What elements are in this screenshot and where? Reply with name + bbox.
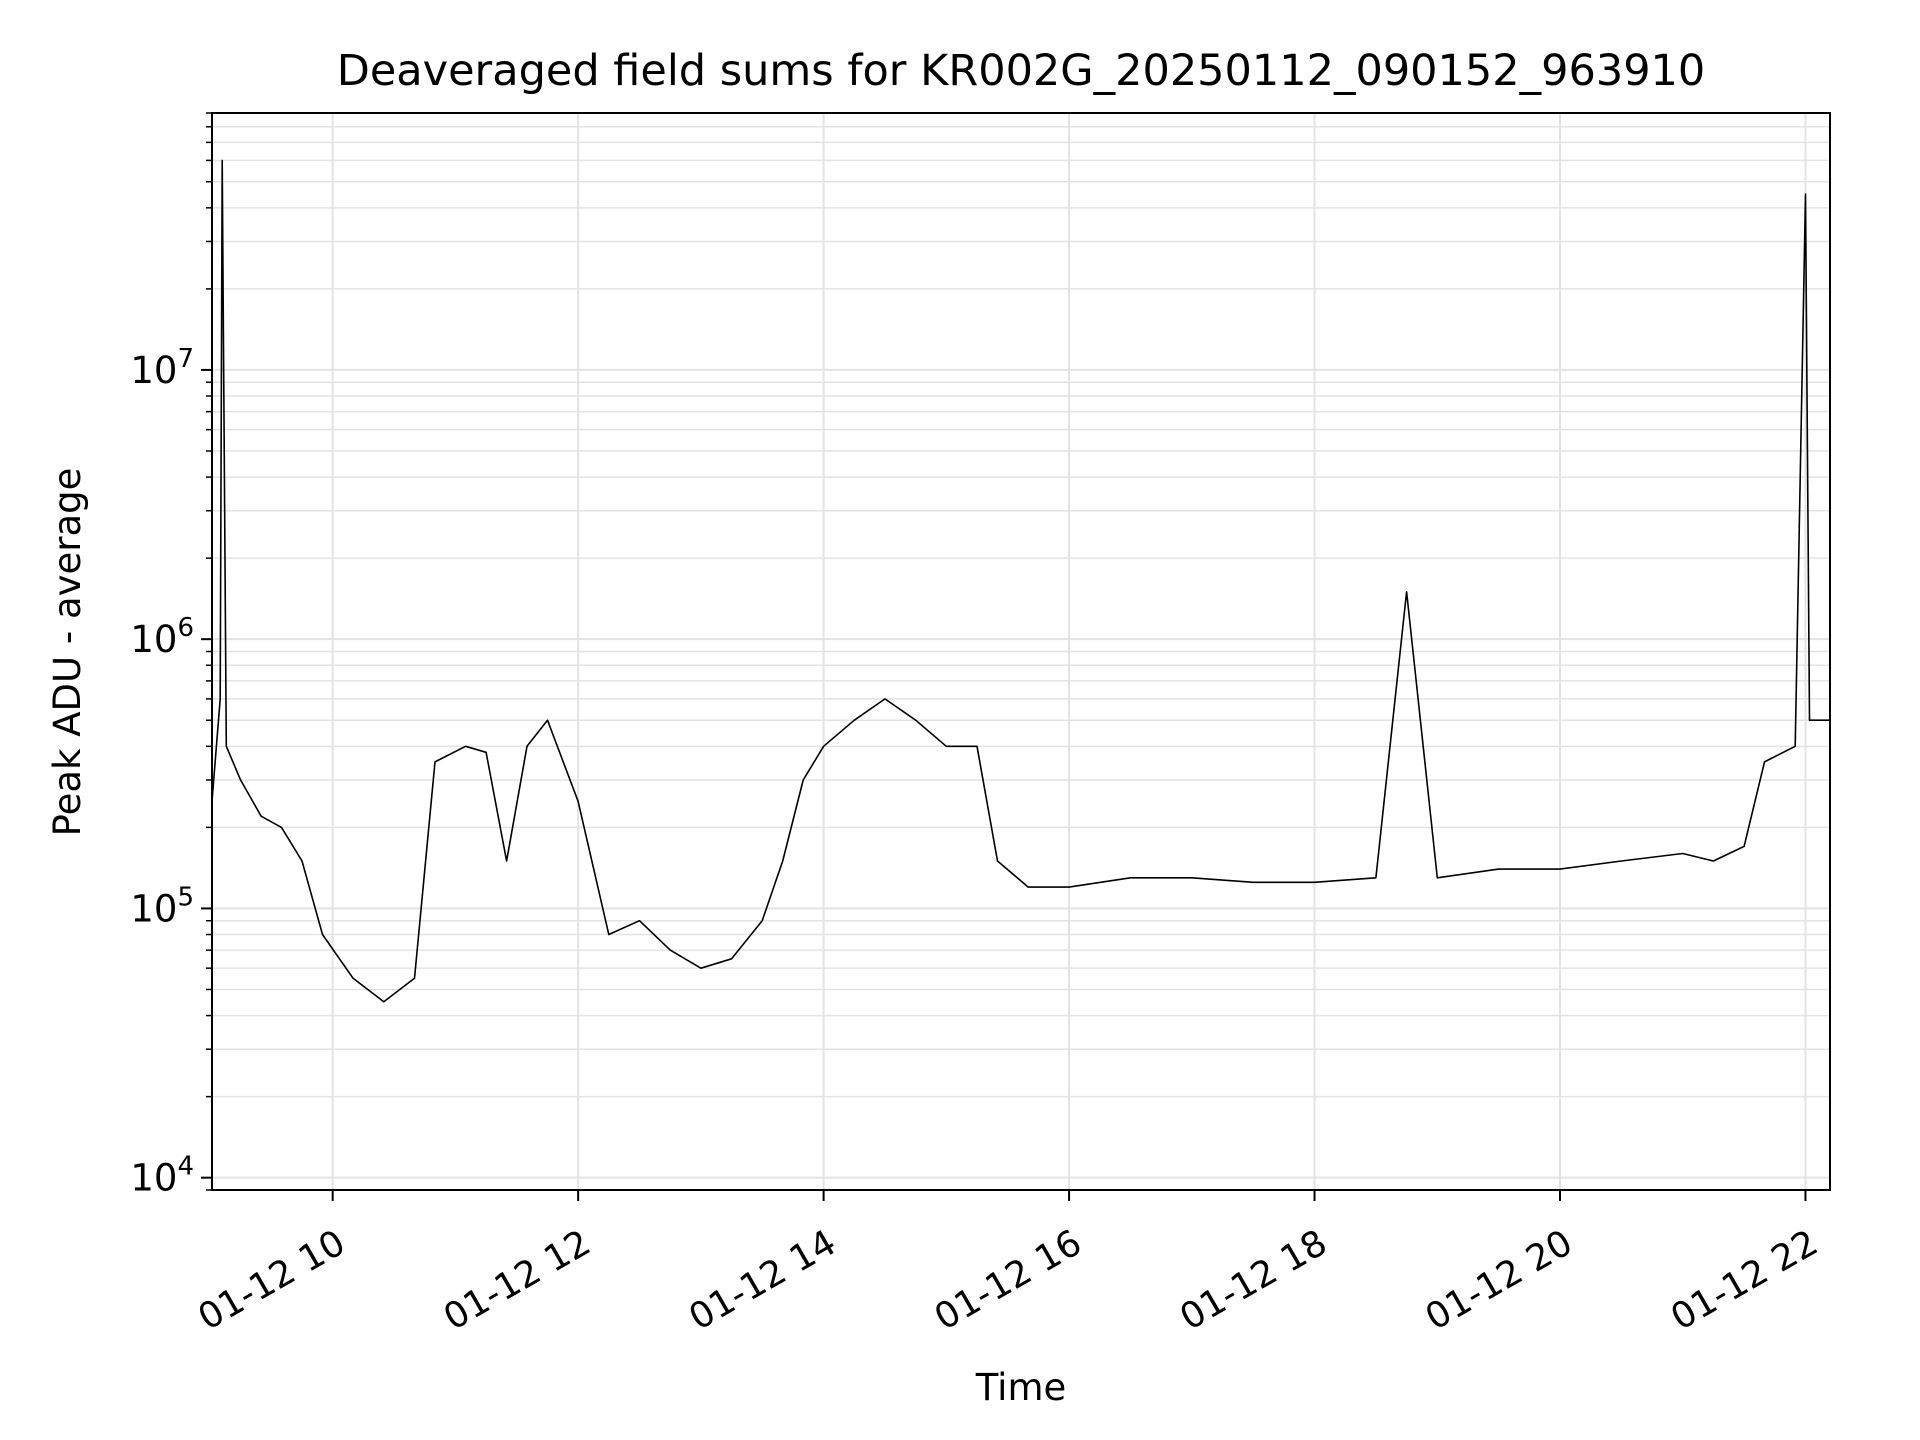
y-tick-exponent: 5: [177, 882, 194, 912]
y-tick-base: 10: [130, 618, 177, 661]
y-tick-base: 10: [130, 887, 177, 930]
chart-title: Deaveraged field sums for KR002G_2025011…: [337, 46, 1706, 96]
y-tick-label: 105: [130, 882, 194, 930]
y-tick-base: 10: [130, 349, 177, 392]
y-axis-label: Peak ADU - average: [46, 468, 89, 837]
y-tick-exponent: 4: [177, 1152, 194, 1182]
grid: [212, 112, 1830, 1191]
y-tick-base: 10: [130, 1157, 177, 1200]
y-tick-label: 107: [130, 344, 194, 392]
series-line: [211, 159, 1830, 1003]
y-tick-exponent: 7: [177, 344, 194, 374]
series-group: [211, 159, 1830, 1003]
y-tick-label: 106: [130, 613, 194, 661]
y-tick-label: 104: [130, 1152, 194, 1200]
y-tick-exponent: 6: [177, 613, 194, 643]
x-axis-label: Time: [975, 1366, 1067, 1409]
